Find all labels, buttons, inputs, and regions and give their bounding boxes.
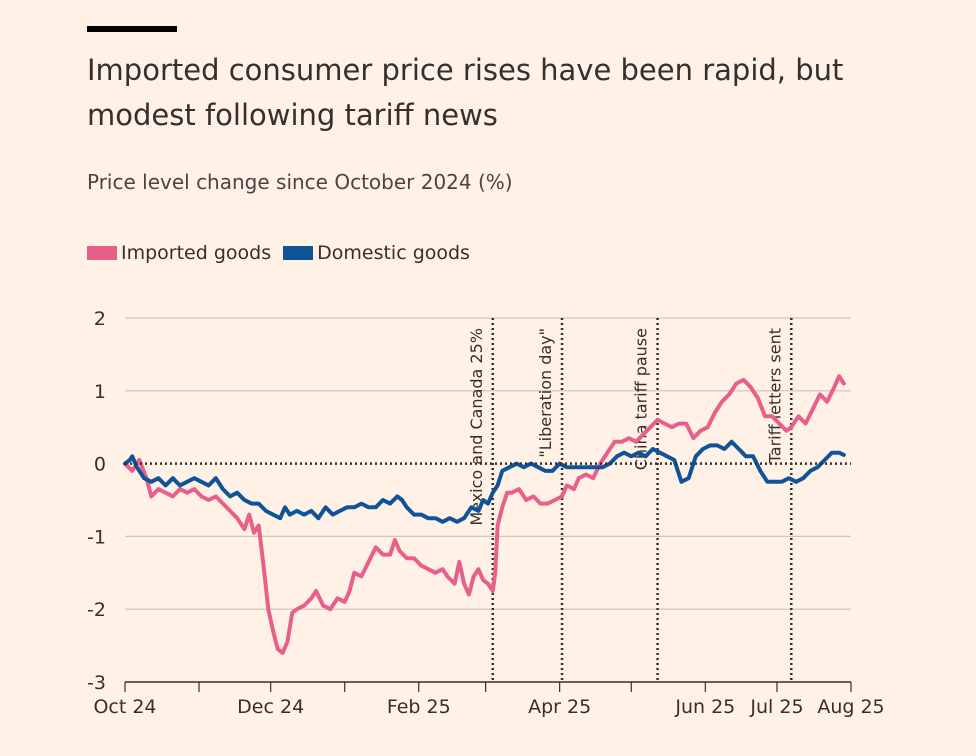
- x-tick-label: Jul 25: [749, 696, 803, 718]
- legend-item-imported: Imported goods: [87, 240, 271, 266]
- x-tick-label: Dec 24: [237, 696, 304, 718]
- chart-title: Imported consumer price rises have been …: [87, 53, 844, 132]
- legend-item-domestic: Domestic goods: [283, 240, 470, 266]
- series-line-imported: [123, 374, 846, 655]
- x-tick-label: Apr 25: [528, 696, 591, 718]
- x-tick-label: Oct 24: [93, 696, 156, 718]
- legend: Imported goods Domestic goods: [87, 240, 482, 266]
- x-tick-label: Jun 25: [674, 696, 735, 718]
- series-line-domestic: [123, 439, 846, 524]
- event-label: Tariff letters sent: [765, 328, 784, 464]
- event-label: China tariff pause: [632, 328, 651, 470]
- y-tick-label: 0: [94, 454, 106, 476]
- legend-label-domestic: Domestic goods: [317, 242, 470, 264]
- x-tick-label: Aug 25: [817, 696, 884, 718]
- x-tick-label: Feb 25: [387, 696, 451, 718]
- legend-swatch-imported: [87, 246, 117, 260]
- y-tick-label: 1: [94, 381, 106, 403]
- y-tick-label: -2: [87, 599, 106, 621]
- event-label: Mexico and Canada 25%: [467, 328, 486, 526]
- y-tick-label: 2: [94, 308, 106, 330]
- y-tick-label: -3: [87, 672, 106, 694]
- y-tick-label: -1: [87, 526, 106, 548]
- chart-subtitle: Price level change since October 2024 (%…: [87, 170, 513, 194]
- event-label: "Liberation day": [536, 328, 555, 458]
- legend-label-imported: Imported goods: [121, 242, 272, 264]
- legend-swatch-domestic: [283, 246, 314, 260]
- brand-top-bar: [87, 26, 177, 32]
